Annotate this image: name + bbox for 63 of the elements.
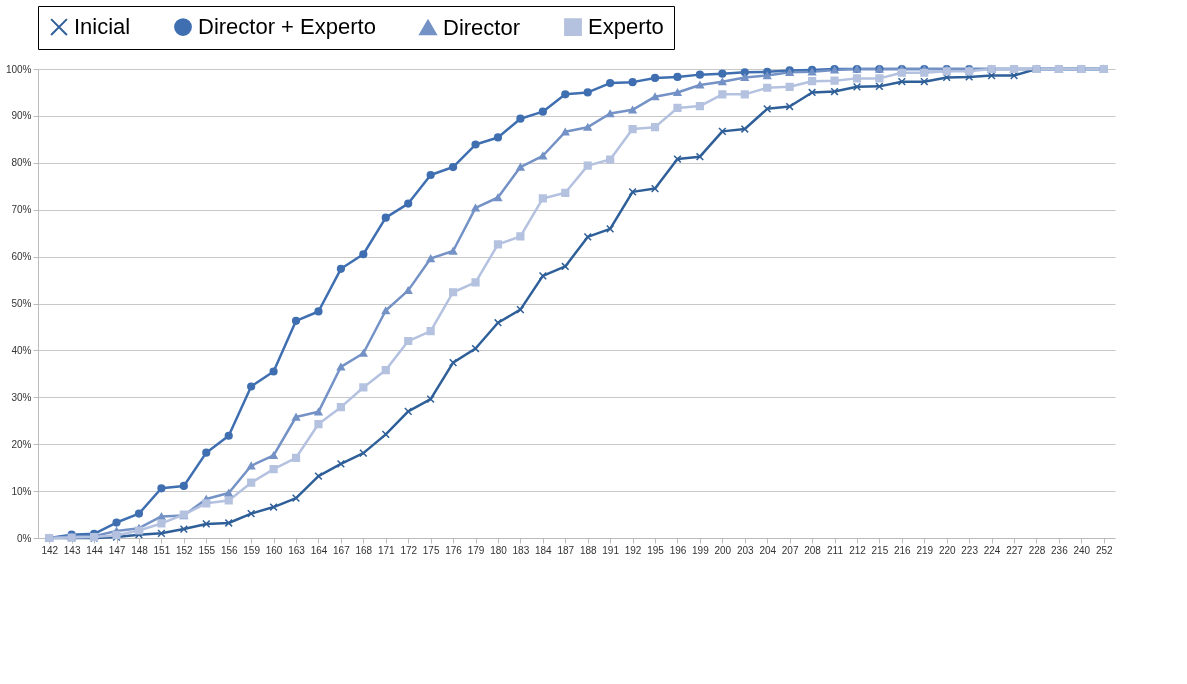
x-tick-label: 192 (624, 544, 642, 556)
x-tick-label: 183 (512, 544, 530, 556)
y-tick-label: 40% (11, 344, 32, 356)
x-tick-label: 147 (108, 544, 126, 556)
x-tick-label: 199 (692, 544, 710, 556)
y-tick-label: 50% (11, 298, 32, 309)
x-tick-label: 236 (1051, 544, 1069, 556)
x-tick-label: 212 (849, 544, 867, 556)
legend-label: Director (443, 14, 521, 40)
x-tick-label: 168 (355, 544, 373, 556)
x-tick-label: 203 (736, 544, 755, 556)
y-tick-label: 70% (11, 204, 32, 216)
x-tick-label: 184 (535, 544, 553, 556)
x-tick-label: 155 (198, 544, 216, 556)
x-tick-label: 144 (86, 544, 104, 556)
x-tick-label: 167 (333, 544, 351, 556)
x-tick-label: 216 (894, 544, 912, 556)
x-tick-label: 179 (467, 544, 485, 556)
legend-label: Experto (588, 14, 664, 40)
x-tick-label: 204 (759, 544, 777, 556)
y-tick-label: 60% (11, 251, 32, 263)
x-tick-label: 215 (871, 544, 889, 556)
x-tick-label: 196 (669, 544, 687, 556)
x-tick-label: 228 (1028, 544, 1046, 556)
y-tick-label: 20% (11, 438, 32, 450)
y-tick-label: 0% (17, 532, 32, 544)
y-tick-label: 30% (11, 391, 32, 403)
x-tick-label: 227 (1006, 544, 1024, 556)
x-tick-label: 223 (961, 544, 979, 556)
x-tick-label: 171 (377, 544, 396, 556)
x-tick-label: 160 (265, 544, 283, 556)
x-tick-label: 156 (220, 544, 238, 556)
x-tick-label: 220 (938, 544, 956, 556)
x-tick-label: 187 (557, 544, 575, 556)
x-tick-label: 200 (714, 544, 732, 556)
y-tick-label: 90% (11, 110, 32, 122)
x-tick-label: 163 (288, 544, 306, 556)
x-tick-label: 195 (647, 544, 665, 556)
x-tick-label: 240 (1073, 544, 1091, 556)
x-tick-label: 208 (804, 544, 822, 556)
x-tick-label: 175 (422, 544, 440, 556)
x-tick-label: 188 (579, 544, 597, 556)
x-tick-label: 151 (153, 544, 171, 556)
x-tick-label: 143 (63, 544, 81, 556)
x-tick-label: 219 (916, 544, 934, 556)
x-tick-label: 224 (983, 544, 1001, 556)
x-tick-label: 191 (602, 544, 620, 556)
legend-label: Inicial (74, 14, 131, 40)
x-tick-label: 180 (490, 544, 508, 556)
x-tick-label: 142 (41, 544, 59, 556)
x-tick-label: 152 (176, 544, 194, 556)
x-tick-label: 148 (131, 544, 149, 556)
x-tick-label: 207 (781, 544, 799, 556)
x-tick-label: 252 (1095, 544, 1114, 556)
legend-label: Director + Experto (198, 14, 376, 40)
x-tick-label: 172 (400, 544, 418, 556)
x-tick-label: 211 (827, 544, 844, 556)
y-tick-label: 80% (11, 157, 32, 169)
x-tick-label: 176 (445, 544, 463, 556)
y-tick-label: 100% (5, 63, 32, 75)
x-tick-label: 164 (310, 544, 328, 556)
x-tick-label: 159 (243, 544, 261, 556)
y-tick-label: 10% (11, 485, 32, 497)
